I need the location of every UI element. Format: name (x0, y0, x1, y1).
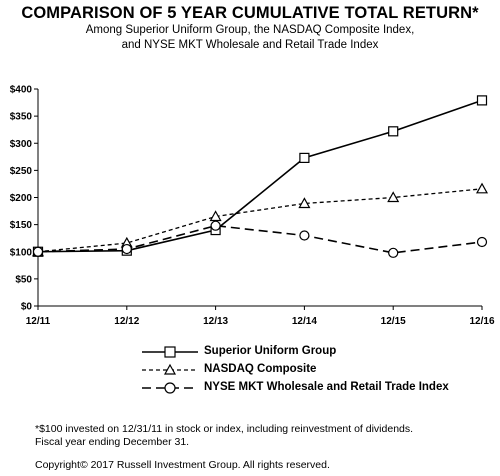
data-point-triangle (209, 210, 222, 222)
y-axis-ticks: $0 $50 $100 $150 $200 $250 $300 $350 $400 (10, 85, 38, 313)
series-0 (32, 95, 488, 257)
series-line-0 (37, 99, 483, 253)
y-tick-label: $400 (10, 85, 33, 96)
y-tick-label: $0 (21, 302, 33, 313)
y-tick-label: $250 (10, 166, 33, 177)
legend-label-superior: Superior Uniform Group (204, 345, 337, 357)
data-point-triangle (387, 191, 400, 203)
x-tick-label: 12/11 (26, 316, 51, 327)
data-point-circle (388, 247, 399, 258)
data-point-square (299, 152, 310, 163)
chart-subtitle-line2: and NYSE MKT Wholesale and Retail Trade … (121, 39, 379, 51)
x-tick-label: 12/16 (469, 316, 494, 327)
y-tick-label: $350 (10, 112, 33, 123)
x-tick-label: 12/12 (114, 316, 139, 327)
data-point-circle (299, 230, 310, 241)
legend-swatch-nyse (142, 382, 198, 394)
x-tick-label: 12/14 (292, 316, 317, 327)
y-tick-label: $150 (10, 220, 33, 231)
chart-title: COMPARISON OF 5 YEAR CUMULATIVE TOTAL RE… (21, 4, 479, 22)
x-tick-label: 12/15 (381, 316, 406, 327)
legend-swatch-superior (142, 346, 198, 358)
y-tick-label: $50 (15, 274, 32, 285)
footnote-line2: Fiscal year ending December 31. (35, 436, 190, 448)
data-point-square (476, 95, 488, 106)
y-tick-label: $200 (10, 193, 33, 204)
data-point-square (388, 126, 399, 137)
series-line-1 (37, 188, 483, 253)
data-point-triangle (475, 182, 489, 194)
chart-series (31, 95, 489, 258)
series-2 (32, 220, 488, 258)
data-point-circle (210, 220, 221, 231)
x-tick-label: 12/13 (203, 316, 228, 327)
chart-subtitle-line1: Among Superior Uniform Group, the NASDAQ… (85, 24, 415, 36)
y-tick-label: $100 (10, 247, 33, 258)
data-point-circle (476, 236, 488, 248)
legend-label-nyse: NYSE MKT Wholesale and Retail Trade Inde… (204, 381, 449, 393)
copyright-text: Copyright© 2017 Russell Investment Group… (35, 459, 330, 471)
x-axis-ticks: 12/11 12/12 12/13 12/14 12/15 12/16 (26, 306, 495, 327)
legend-label-nasdaq: NASDAQ Composite (204, 363, 317, 375)
chart-axes (37, 89, 482, 307)
y-tick-label: $300 (10, 139, 33, 150)
data-point-circle (121, 243, 132, 255)
data-point-triangle (298, 197, 311, 209)
legend-swatch-nasdaq (142, 363, 198, 375)
data-point-circle (32, 246, 44, 257)
footnote-line1: *$100 invested on 12/31/11 in stock or i… (35, 423, 414, 435)
series-line-2 (37, 224, 483, 254)
